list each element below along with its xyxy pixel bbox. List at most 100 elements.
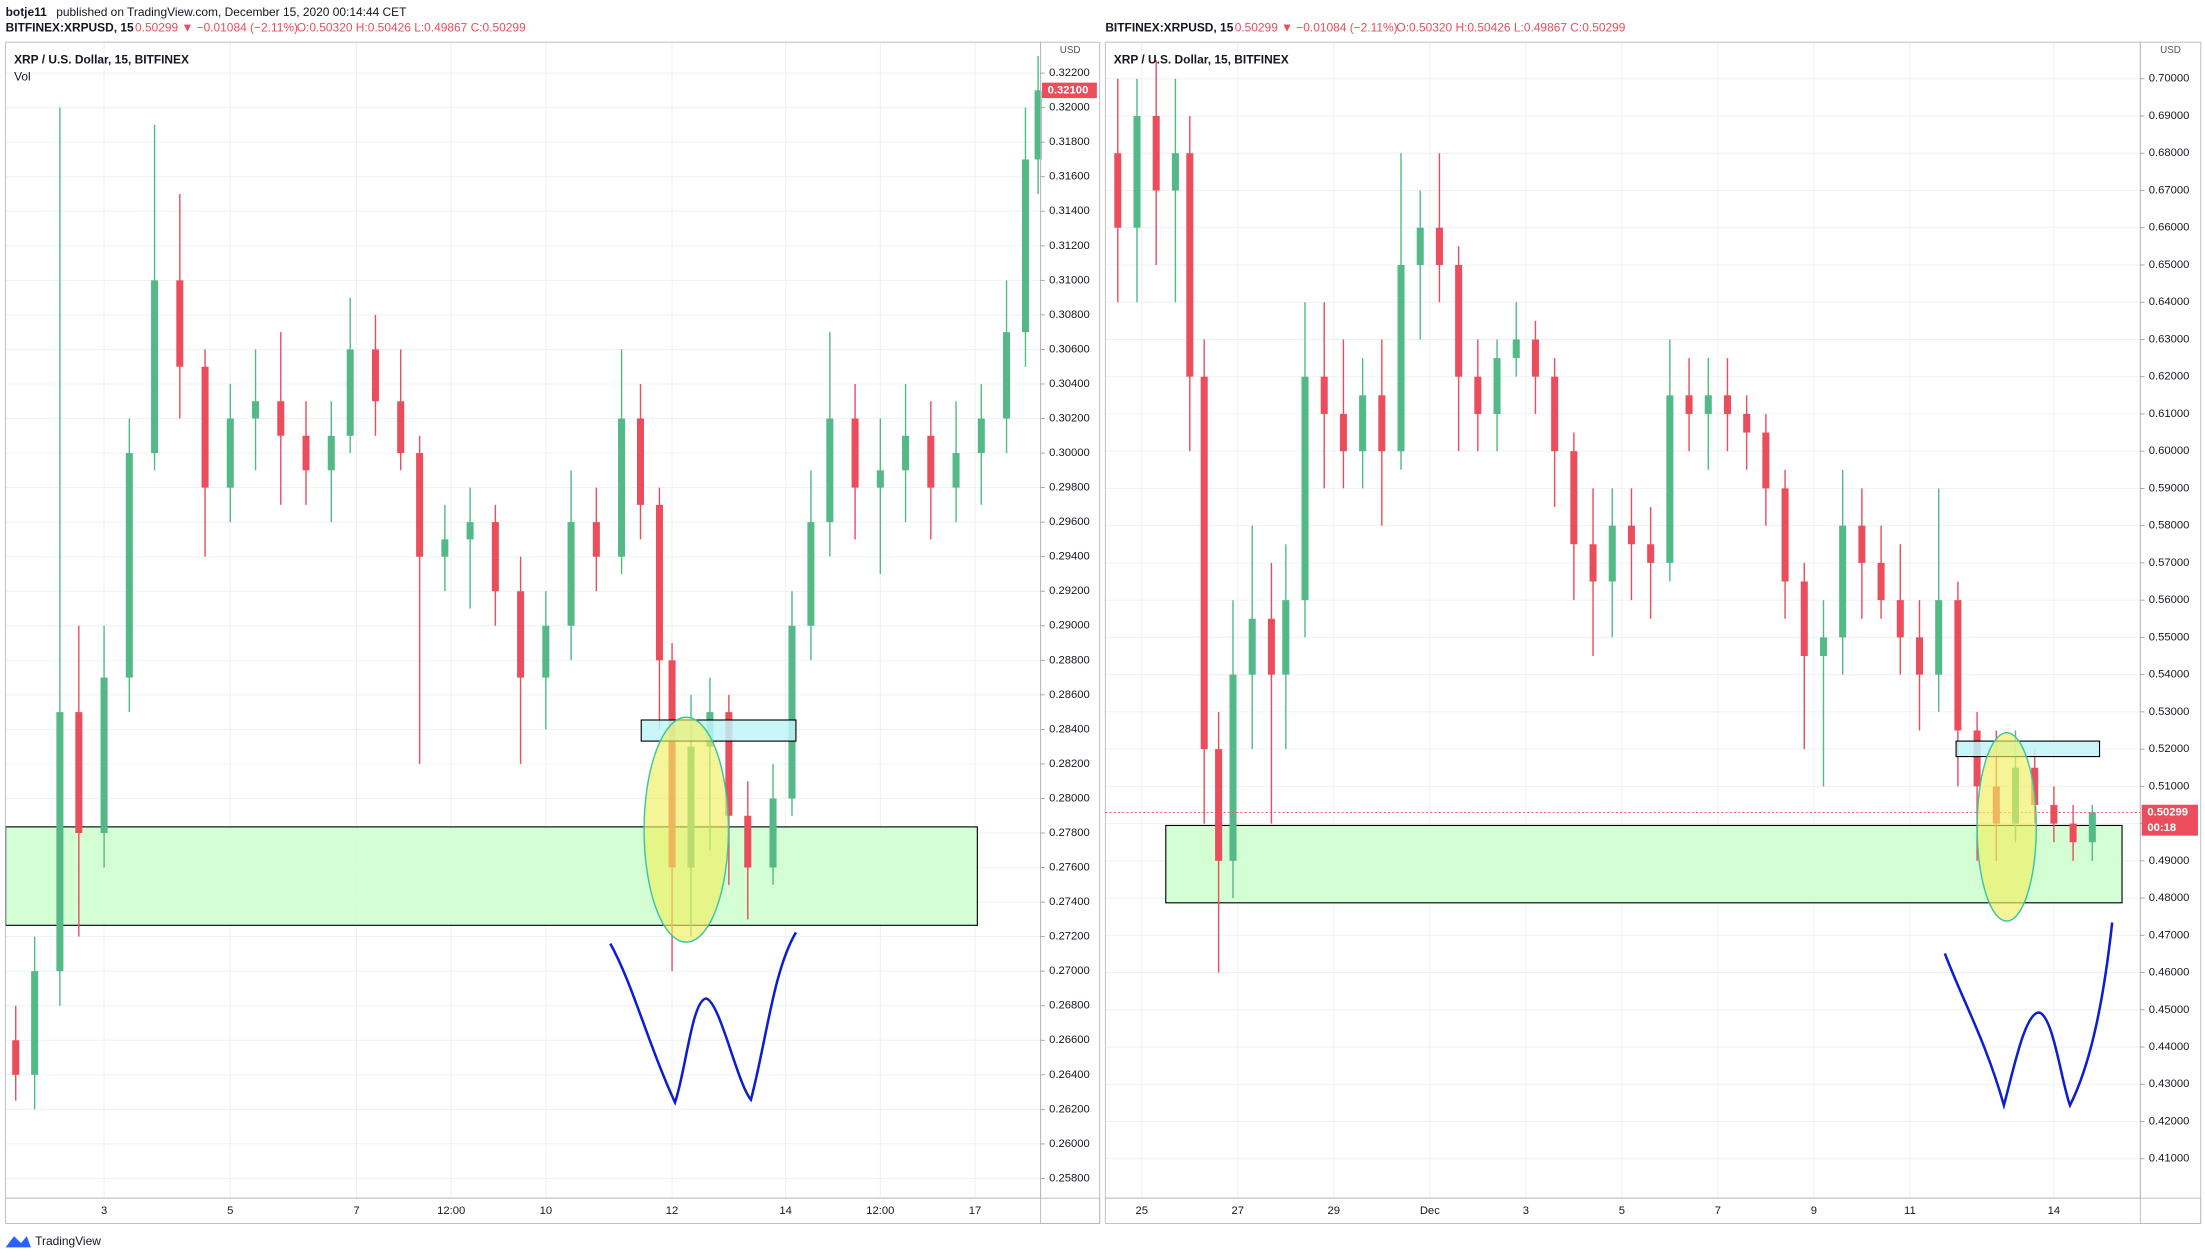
y-tick-label: 0.46000 — [2149, 967, 2190, 979]
candle-body — [75, 712, 83, 834]
y-tick-label: 0.64000 — [2149, 296, 2190, 308]
axis-unit: USD — [1060, 45, 1081, 56]
candle-body — [1493, 358, 1501, 414]
x-tick-label: 14 — [779, 1205, 792, 1217]
x-tick-label: 5 — [1619, 1205, 1625, 1217]
published: published on TradingView.com, December 1… — [56, 5, 407, 19]
y-tick-label: 0.31800 — [1049, 136, 1090, 148]
candle-body — [567, 522, 575, 626]
y-tick-label: 0.27600 — [1049, 862, 1090, 874]
candle-body — [1589, 544, 1597, 582]
candle-body — [744, 815, 752, 868]
y-tick-label: 0.41000 — [2149, 1153, 2190, 1165]
w-pattern — [609, 931, 798, 1106]
candle-body — [1435, 227, 1443, 265]
candle-body — [826, 418, 834, 523]
y-tick-label: 0.30400 — [1049, 378, 1090, 390]
candle-body — [252, 401, 260, 419]
candle-body — [1133, 116, 1141, 228]
candle-body — [1935, 600, 1943, 675]
candle-body — [769, 798, 777, 868]
candle-body — [952, 453, 960, 488]
axis-unit: USD — [2160, 45, 2181, 56]
candle-body — [1397, 264, 1405, 452]
candle-body — [226, 418, 234, 488]
y-tick-label: 0.31200 — [1049, 240, 1090, 252]
y-tick-label: 0.45000 — [2149, 1004, 2190, 1016]
candle-body — [1608, 525, 1616, 582]
time-axis — [5, 1197, 1101, 1224]
y-tick-label: 0.31400 — [1049, 205, 1090, 217]
candle-body — [1186, 153, 1194, 377]
candle-body — [346, 349, 354, 436]
support-zone — [5, 826, 978, 926]
candle-body — [416, 453, 424, 557]
x-tick-label: 29 — [1328, 1205, 1341, 1217]
quote: 0.50299 ▼ −0.01084 (−2.11%) — [1235, 20, 1398, 34]
x-tick-label: 7 — [1715, 1205, 1721, 1217]
candle-body — [1973, 730, 1981, 787]
y-tick-label: 0.26400 — [1049, 1069, 1090, 1081]
candle-body — [1685, 395, 1693, 414]
y-tick-label: 0.62000 — [2149, 371, 2190, 383]
y-tick-label: 0.48000 — [2149, 892, 2190, 904]
y-tick-label: 0.47000 — [2149, 929, 2190, 941]
frame — [5, 41, 2202, 1224]
y-tick-label: 0.29200 — [1049, 585, 1090, 597]
x-tick-label: 5 — [227, 1205, 233, 1217]
candle-body — [542, 625, 550, 678]
candle-body — [1320, 376, 1328, 414]
y-tick-label: 0.30200 — [1049, 412, 1090, 424]
y-tick-label: 0.32200 — [1049, 67, 1090, 79]
candle-body — [1416, 227, 1424, 265]
x-tick-label: 25 — [1136, 1205, 1149, 1217]
price-tag-label: 0.32100 — [1048, 84, 1089, 96]
candle-body — [807, 522, 815, 626]
candle-body — [517, 591, 525, 678]
y-tick-label: 0.26600 — [1049, 1034, 1090, 1046]
y-tick-label: 0.26200 — [1049, 1103, 1090, 1115]
candle-body — [1800, 581, 1808, 657]
candle-body — [1762, 432, 1770, 489]
grid-layer — [5, 42, 2141, 1199]
price-tag — [2141, 804, 2198, 836]
y-tick-label: 0.28200 — [1049, 758, 1090, 770]
candle-body — [1267, 618, 1275, 675]
candle-body — [1531, 339, 1539, 377]
y-tick-label: 0.42000 — [2149, 1115, 2190, 1127]
candle-body — [592, 522, 600, 557]
x-tick-label: 17 — [969, 1205, 982, 1217]
y-tick-label: 0.57000 — [2149, 557, 2190, 569]
candle-body — [1282, 600, 1290, 675]
ohlc: O:0.50320 H:0.50426 L:0.49867 C:0.50299 — [297, 20, 526, 34]
highlight-ellipse — [1976, 731, 2037, 922]
candle-body — [31, 971, 39, 1075]
y-tick-label: 0.69000 — [2149, 110, 2190, 122]
candle-body — [1647, 544, 1655, 563]
x-tick-label: 10 — [540, 1205, 553, 1217]
candle-body — [1021, 159, 1029, 333]
y-tick-label: 0.54000 — [2149, 669, 2190, 681]
y-tick-label: 0.44000 — [2149, 1041, 2190, 1053]
candle-body — [1896, 600, 1904, 638]
candle-body — [1704, 395, 1712, 414]
volume-label: Vol — [14, 70, 31, 84]
y-tick-label: 0.65000 — [2149, 259, 2190, 271]
x-tick-label: 14 — [2048, 1205, 2061, 1217]
candle-body — [201, 366, 209, 488]
ohlc: O:0.50320 H:0.50426 L:0.49867 C:0.50299 — [1396, 20, 1625, 34]
time-axis — [1104, 1197, 2202, 1224]
candle-body — [1627, 525, 1635, 545]
candle-body — [655, 504, 663, 661]
candle-body — [725, 712, 733, 816]
y-tick-label: 0.25800 — [1049, 1172, 1090, 1184]
candle-body — [1034, 90, 1042, 160]
symbol: BITFINEX:XRPUSD, 15 — [1105, 20, 1233, 34]
candle-body — [977, 418, 985, 454]
w-pattern — [1943, 922, 2114, 1111]
price-tag-label: 0.50299 — [2147, 806, 2188, 818]
candle-body — [1877, 562, 1885, 601]
tv-logo: TradingView — [5, 1234, 101, 1248]
